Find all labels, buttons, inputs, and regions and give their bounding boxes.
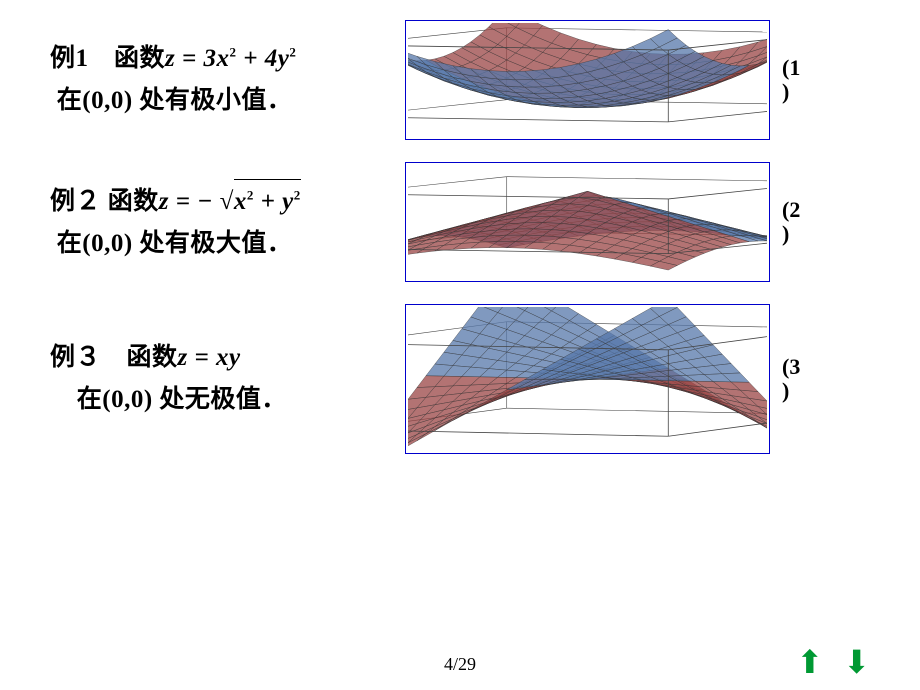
page-number: 4/29 bbox=[444, 654, 476, 675]
example-row-2: 例２ 函数z = − √x2 + y2 在(0,0) 处有极大值． (2) bbox=[50, 162, 880, 282]
text-block: 例３ 函数z = xy 在(0,0) 处无极值． bbox=[50, 337, 390, 422]
example-row-1: 例1 函数z = 3x2 + 4y2 在(0,0) 处有极小值． (1) bbox=[50, 20, 880, 140]
plot-label: (2) bbox=[782, 198, 800, 246]
plot-area: (3) bbox=[405, 304, 800, 454]
plot-label: (1) bbox=[782, 56, 800, 104]
surface-plot-cone bbox=[405, 162, 770, 282]
text-block: 例1 函数z = 3x2 + 4y2 在(0,0) 处有极小值． bbox=[50, 38, 390, 123]
example-condition: 在(0,0) 处有极小值． bbox=[50, 80, 390, 123]
up-arrow-icon[interactable]: ⬆ bbox=[796, 646, 823, 678]
nav-arrows: ⬆ ⬇ bbox=[796, 646, 870, 678]
surface-plot-saddle bbox=[405, 304, 770, 454]
example-condition: 在(0,0) 处有极大值． bbox=[50, 223, 390, 266]
surface-plot-paraboloid bbox=[405, 20, 770, 140]
example-title: 例1 函数z = 3x2 + 4y2 bbox=[50, 38, 390, 81]
plot-area: (1) bbox=[405, 20, 800, 140]
example-row-3: 例３ 函数z = xy 在(0,0) 处无极值． (3) bbox=[50, 304, 880, 454]
example-title: 例３ 函数z = xy bbox=[50, 337, 390, 380]
plot-area: (2) bbox=[405, 162, 800, 282]
plot-label: (3) bbox=[782, 355, 800, 403]
down-arrow-icon[interactable]: ⬇ bbox=[843, 646, 870, 678]
text-block: 例２ 函数z = − √x2 + y2 在(0,0) 处有极大值． bbox=[50, 179, 390, 266]
example-title: 例２ 函数z = − √x2 + y2 bbox=[50, 179, 390, 224]
example-condition: 在(0,0) 处无极值． bbox=[50, 379, 390, 422]
